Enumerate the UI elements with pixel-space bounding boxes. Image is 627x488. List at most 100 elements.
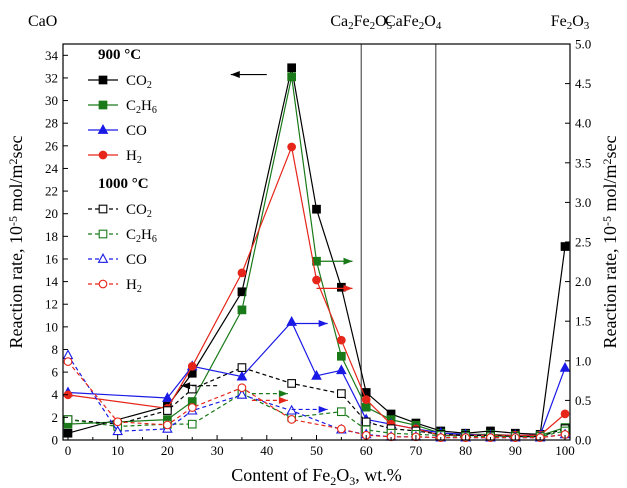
legend-entry: CO2: [88, 73, 152, 91]
legend-label: C2H6: [126, 227, 157, 245]
axis-arrow-head: [343, 284, 353, 292]
data-point: [187, 403, 197, 412]
series-line: [67, 144, 566, 436]
y-tick-label: 8: [52, 342, 59, 357]
phase-boundaries: [360, 44, 437, 440]
data-point: [98, 204, 108, 214]
data-point: [287, 142, 296, 152]
data-point: [237, 305, 247, 315]
y-axis-label-left: Reaction rate, 10-5 mol/m2sec: [6, 136, 26, 349]
data-point: [312, 275, 321, 285]
tick-labels: 0 10 20 30 40 50 60 70 80 90 100024681012141618202…: [45, 37, 591, 459]
legend-label: H2: [126, 148, 142, 166]
series-5: [63, 389, 570, 441]
y-tick-label: 32: [45, 70, 58, 85]
data-point: [312, 204, 321, 214]
data-point: [560, 242, 570, 251]
y-right-tick-label: 3.0: [575, 195, 591, 210]
legend-entry: C2H6: [88, 98, 157, 116]
data-point: [236, 370, 248, 381]
series-line: [67, 67, 566, 435]
y-tick-label: 24: [45, 161, 59, 176]
legend-entry: CO: [88, 123, 147, 139]
data-point: [287, 72, 296, 82]
y-right-tick-label: 2.5: [575, 235, 591, 250]
y-right-tick-label: 2.0: [575, 274, 591, 289]
axis-arrow-head: [278, 396, 288, 404]
x-tick-label: 20: [161, 443, 174, 458]
data-point: [287, 379, 296, 388]
legend-label: CO: [126, 123, 147, 139]
y-right-tick-label: 0.0: [575, 433, 591, 448]
legend-entry: C2H6: [88, 227, 157, 245]
data-point: [286, 316, 297, 326]
y-tick-label: 34: [45, 48, 59, 63]
x-tick-label: 30: [211, 443, 224, 458]
phase-label: CaFe2O4: [385, 13, 442, 32]
y-tick-label: 10: [45, 319, 58, 334]
data-point: [63, 415, 73, 424]
y-tick-label: 30: [45, 93, 58, 108]
x-tick-label: 90: [509, 443, 522, 458]
y-tick-label: 14: [45, 274, 59, 289]
y-tick-label: 26: [45, 138, 59, 153]
data-point: [97, 124, 109, 134]
data-point: [311, 369, 322, 380]
legend-label: H2: [126, 277, 142, 295]
data-point: [98, 100, 108, 110]
legend-label: C2H6: [126, 98, 157, 116]
y-tick-label: 2: [52, 410, 59, 425]
phase-label: Ca2Fe2O5: [330, 13, 392, 32]
y-tick-label: 6: [52, 365, 59, 380]
data-point: [187, 419, 197, 429]
data-point: [560, 409, 570, 419]
data-point: [361, 417, 371, 427]
data-point: [98, 150, 108, 160]
axes: [62, 43, 571, 441]
series-line: [67, 392, 566, 438]
data-point: [287, 63, 296, 73]
y-axis-label-right: Reaction rate, 10-5 mol/m2sec: [600, 136, 620, 349]
x-tick-label: 100: [555, 443, 575, 458]
data-point: [187, 361, 197, 371]
legend-header: 900 °C: [98, 47, 141, 63]
data-point: [237, 287, 247, 297]
data-point: [163, 406, 172, 415]
y-right-tick-label: 4.5: [575, 76, 591, 91]
y-tick-label: 16: [45, 251, 59, 266]
axis-arrow-head: [278, 390, 288, 398]
x-axis-label: Content of Fe2O3, wt.%: [231, 465, 402, 488]
legend-entry: H2: [88, 277, 142, 295]
y-tick-label: 12: [45, 297, 58, 312]
data-point: [163, 420, 172, 430]
y-tick-label: 28: [45, 116, 58, 131]
y-right-tick-label: 1.5: [575, 314, 591, 329]
x-tick-label: 0: [65, 443, 72, 458]
data-point: [112, 425, 124, 436]
legend-label: CO: [126, 252, 147, 268]
data-point: [237, 383, 247, 393]
legend-entry: CO2: [88, 202, 152, 220]
data-point: [236, 388, 248, 399]
data-point: [287, 415, 296, 424]
data-point: [162, 392, 173, 402]
data-point: [337, 407, 346, 417]
data-point: [237, 268, 247, 278]
y-right-tick-label: 0.5: [575, 393, 591, 408]
data-point: [361, 402, 371, 412]
axis-arrow-head: [343, 257, 353, 265]
y-tick-label: 18: [45, 229, 58, 244]
y-tick-label: 0: [52, 433, 59, 448]
data-point: [386, 432, 396, 442]
data-point: [337, 351, 346, 361]
legend-entry: CO: [88, 252, 147, 268]
legend-label: CO2: [126, 73, 152, 91]
axis-arrow-head: [318, 319, 328, 327]
y-right-tick-label: 5.0: [575, 37, 591, 52]
legend: 900 °C CO2 C2H6 CO H2 1000 °C CO2 C2H6 CO H2: [88, 47, 157, 295]
legend-label: CO2: [126, 202, 152, 220]
phase-label: CaO: [28, 13, 57, 30]
y-tick-label: 22: [45, 184, 58, 199]
